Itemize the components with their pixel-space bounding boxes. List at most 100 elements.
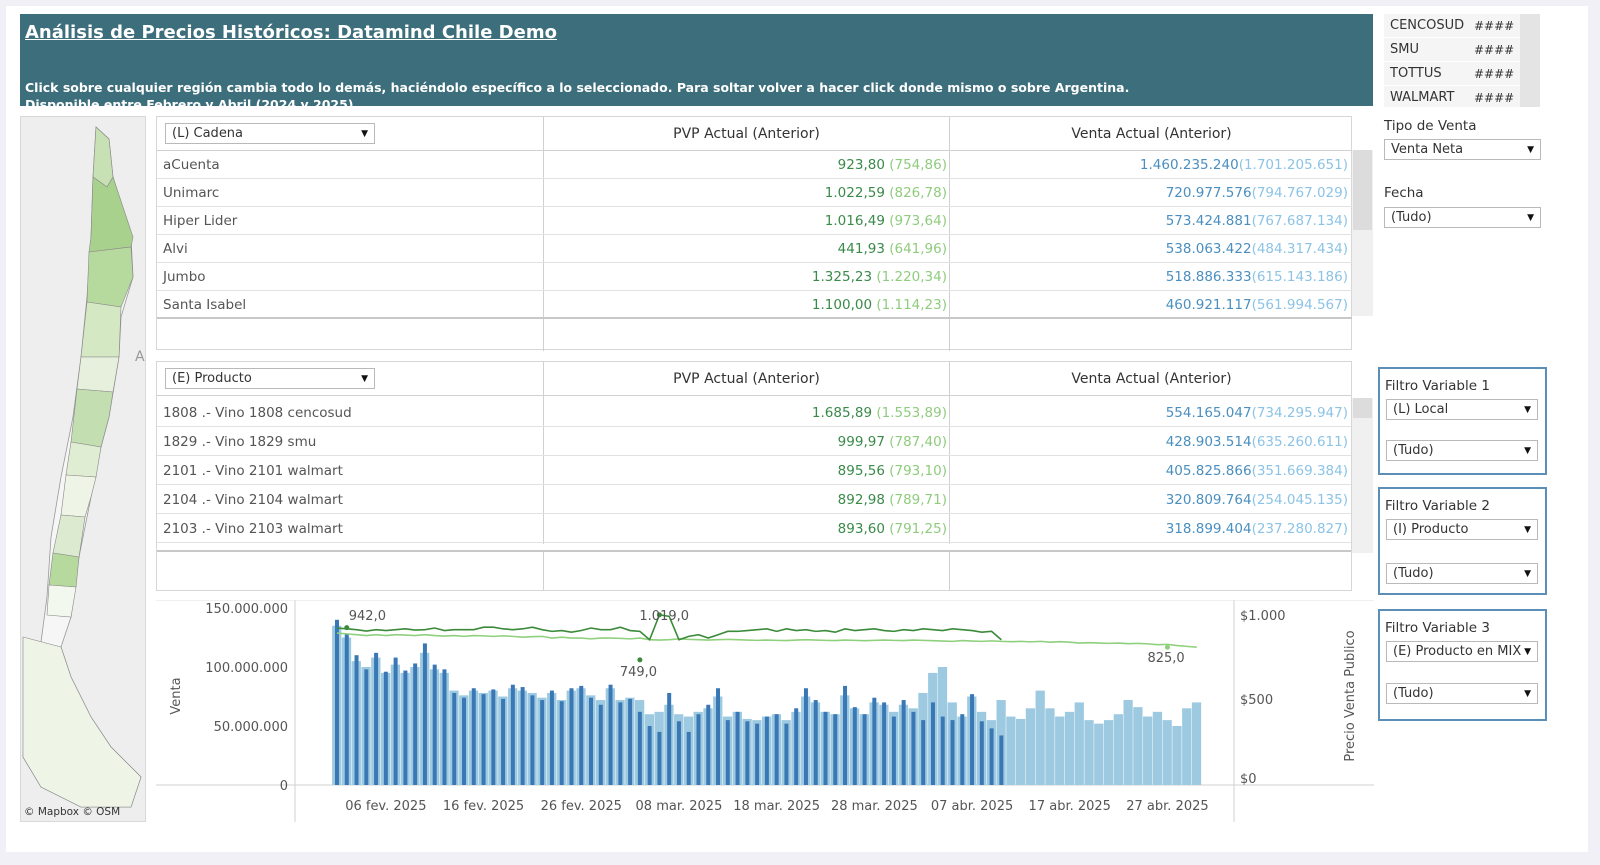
bar-venta-actual [491, 689, 496, 785]
table-row-cutoff [157, 544, 1351, 552]
bar-venta-actual [628, 698, 633, 785]
bar-venta-actual [618, 702, 623, 785]
table-row[interactable]: 2103 .- Vino 2103 walmart 893,60 (791,25… [157, 515, 1351, 543]
bar-venta-actual [657, 731, 662, 785]
col-pvp-header[interactable]: PVP Actual (Anterior) [544, 362, 949, 396]
dim-header [157, 362, 543, 396]
filtro-3-value-dropdown[interactable]: (Tudo) ▼ [1386, 683, 1538, 704]
bar-venta-actual [569, 688, 574, 785]
col-venta-header[interactable]: Venta Actual (Anterior) [950, 362, 1351, 396]
table-row[interactable]: 1808 .- Vino 1808 cencosud 1.685,89 (1.5… [157, 399, 1351, 427]
x-tick-label: 08 mar. 2025 [636, 799, 723, 814]
map-credit: © Mapbox © OSM [24, 806, 121, 818]
bar-venta-anterior [1162, 720, 1172, 785]
legend-item[interactable]: SMU #### [1384, 38, 1520, 62]
bar-venta-actual [921, 720, 926, 785]
bar-venta-actual [970, 694, 975, 785]
bar-venta-actual [862, 714, 867, 785]
bar-venta-anterior [1016, 718, 1026, 785]
cadena-dimension-dropdown[interactable]: (L) Cadena ▼ [165, 123, 375, 144]
annotation-point [656, 612, 662, 618]
bar-venta-actual [706, 704, 711, 785]
bar-venta-actual [335, 619, 339, 785]
bar-venta-actual [852, 707, 857, 785]
table-row[interactable]: Unimarc 1.022,59 (826,78) 720.977.576(79… [157, 179, 1352, 207]
table-row[interactable]: 2101 .- Vino 2101 walmart 895,56 (793,10… [157, 457, 1351, 485]
bar-venta-actual [676, 721, 681, 785]
bar-venta-anterior [1133, 707, 1143, 785]
bar-venta-actual [755, 723, 760, 785]
bar-venta-actual [510, 684, 515, 785]
bar-venta-anterior [1182, 708, 1192, 785]
legend-item[interactable]: WALMART #### [1384, 86, 1520, 107]
table-row[interactable]: 2104 .- Vino 2104 walmart 892,98 (789,71… [157, 486, 1351, 514]
legend-item[interactable]: TOTTUS #### [1384, 62, 1520, 86]
bar-venta-actual [891, 716, 896, 785]
bar-venta-actual [999, 735, 1004, 785]
bar-venta-actual [452, 692, 457, 785]
bar-venta-actual [647, 726, 652, 785]
bar-venta-actual [930, 702, 935, 785]
chevron-down-icon: ▼ [361, 128, 368, 139]
cadena-table-scrollbar[interactable] [1352, 150, 1373, 316]
dim-header [157, 117, 543, 151]
chevron-down-icon: ▼ [1527, 144, 1534, 155]
chile-region-map[interactable]: A © Mapbox © OSM [20, 116, 146, 822]
bar-venta-actual [442, 669, 447, 785]
scroll-thumb[interactable] [1353, 150, 1372, 230]
bar-venta-anterior [1055, 716, 1065, 785]
bar-venta-actual [813, 700, 818, 785]
table-row[interactable]: Hiper Lider 1.016,49 (973,64) 573.424.88… [157, 207, 1352, 235]
chart-svg: 150.000.000 100.000.000 50.000.000 0 $1.000 $… [156, 600, 1374, 822]
table-row[interactable]: Alvi 441,93 (641,96) 538.063.422(484.317… [157, 235, 1352, 263]
scroll-thumb[interactable] [1353, 398, 1372, 418]
filtro-2-variable-dropdown[interactable]: (I) Producto ▼ [1386, 519, 1538, 540]
bar-venta-actual [872, 697, 877, 785]
x-tick-label: 26 fev. 2025 [541, 799, 622, 814]
annotation-point [1164, 644, 1170, 650]
y2-tick-label: $500 [1240, 693, 1273, 708]
line-pvp-actual [336, 613, 1002, 642]
y-tick-label: 0 [280, 779, 288, 794]
bar-venta-anterior [1045, 708, 1055, 785]
chevron-down-icon: ▼ [361, 373, 368, 384]
bar-venta-actual [989, 728, 994, 785]
bar-venta-actual [716, 688, 721, 785]
col-pvp-header[interactable]: PVP Actual (Anterior) [544, 117, 949, 151]
tipo-venta-dropdown[interactable]: Venta Neta ▼ [1384, 139, 1541, 160]
filtro-1-variable-dropdown[interactable]: (L) Local ▼ [1386, 399, 1538, 420]
dashboard-header: Análisis de Precios Históricos: Datamind… [20, 14, 1373, 106]
bar-venta-actual [589, 697, 594, 785]
legend-scrollbar[interactable] [1520, 14, 1540, 107]
col-venta-header[interactable]: Venta Actual (Anterior) [950, 117, 1353, 151]
filtro-1-value-dropdown[interactable]: (Tudo) ▼ [1386, 440, 1538, 461]
bar-venta-actual [833, 714, 838, 785]
filtro-3-variable-dropdown[interactable]: (E) Producto en MIX ▼ [1386, 641, 1538, 662]
bar-venta-actual [549, 690, 554, 785]
bar-venta-actual [764, 716, 769, 785]
annotation-label: 1.019,0 [639, 609, 689, 624]
bar-venta-actual [823, 711, 828, 785]
argentina-label[interactable]: A [135, 349, 145, 365]
table-row[interactable]: Jumbo 1.325,23 (1.220,34) 518.886.333(61… [157, 263, 1352, 291]
producto-table-scrollbar[interactable] [1352, 398, 1373, 553]
bar-venta-actual [745, 721, 750, 785]
annotation-label: 942,0 [349, 609, 386, 624]
table-row[interactable]: aCuenta 923,80 (754,86) 1.460.235.240(1.… [157, 151, 1352, 179]
chevron-down-icon: ▼ [1524, 568, 1531, 579]
producto-dimension-dropdown[interactable]: (E) Producto ▼ [165, 368, 375, 389]
bar-venta-actual [364, 669, 369, 785]
table-row[interactable]: 1829 .- Vino 1829 smu 999,97 (787,40) 42… [157, 428, 1351, 456]
y-tick-label: 150.000.000 [205, 602, 288, 617]
map-shapes[interactable] [21, 117, 146, 822]
annotation-label: 825,0 [1147, 651, 1184, 666]
bar-venta-anterior [1123, 700, 1133, 785]
fecha-dropdown[interactable]: (Tudo) ▼ [1384, 207, 1541, 228]
bar-venta-actual [520, 687, 525, 785]
bar-venta-actual [667, 692, 672, 785]
legend-item[interactable]: CENCOSUD #### [1384, 14, 1520, 38]
filtro-2-value-dropdown[interactable]: (Tudo) ▼ [1386, 563, 1538, 584]
table-row[interactable]: Santa Isabel 1.100,00 (1.114,23) 460.921… [157, 291, 1352, 319]
bar-venta-actual [794, 708, 799, 785]
bar-venta-actual [432, 664, 437, 785]
